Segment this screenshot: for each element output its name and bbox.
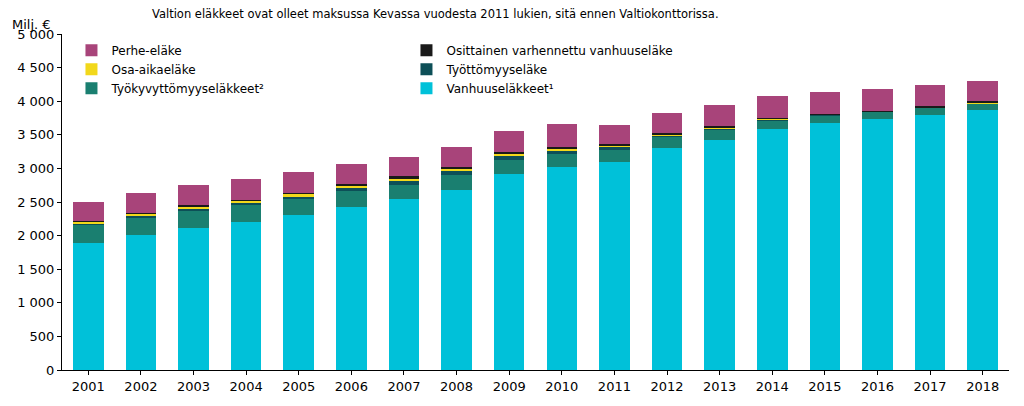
svg-text:3 000: 3 000 bbox=[17, 161, 54, 176]
svg-text:2017: 2017 bbox=[914, 379, 947, 394]
svg-text:2012: 2012 bbox=[650, 379, 683, 394]
svg-text:4 000: 4 000 bbox=[17, 94, 54, 109]
svg-text:2008: 2008 bbox=[440, 379, 473, 394]
svg-text:2011: 2011 bbox=[598, 379, 631, 394]
svg-text:2005: 2005 bbox=[282, 379, 315, 394]
svg-text:2010: 2010 bbox=[545, 379, 578, 394]
svg-text:0: 0 bbox=[46, 363, 54, 378]
svg-text:2006: 2006 bbox=[335, 379, 368, 394]
svg-text:2003: 2003 bbox=[177, 379, 210, 394]
svg-text:2014: 2014 bbox=[756, 379, 789, 394]
svg-text:2009: 2009 bbox=[493, 379, 526, 394]
svg-text:1 000: 1 000 bbox=[17, 295, 54, 310]
svg-text:3 500: 3 500 bbox=[17, 127, 54, 142]
svg-text:Perhe-eläke: Perhe-eläke bbox=[111, 44, 181, 58]
svg-text:2016: 2016 bbox=[861, 379, 894, 394]
svg-text:2 500: 2 500 bbox=[17, 195, 54, 210]
svg-text:Valtion eläkkeet ovat olleet m: Valtion eläkkeet ovat olleet maksussa Ke… bbox=[152, 7, 719, 21]
svg-text:Milj. €: Milj. € bbox=[12, 17, 51, 32]
svg-text:5 000: 5 000 bbox=[17, 27, 54, 42]
svg-text:2 000: 2 000 bbox=[17, 228, 54, 243]
svg-text:Osa-aikaeläke: Osa-aikaeläke bbox=[111, 63, 195, 77]
svg-text:1 500: 1 500 bbox=[17, 262, 54, 277]
svg-text:2015: 2015 bbox=[808, 379, 841, 394]
svg-text:Työttömyyseläke: Työttömyyseläke bbox=[445, 63, 547, 77]
svg-text:2001: 2001 bbox=[72, 379, 105, 394]
svg-text:2004: 2004 bbox=[230, 379, 263, 394]
svg-text:2007: 2007 bbox=[387, 379, 420, 394]
svg-text:4 500: 4 500 bbox=[17, 60, 54, 75]
svg-text:Työkyvyttömyyseläkkeet²: Työkyvyttömyyseläkkeet² bbox=[110, 82, 264, 96]
svg-text:2002: 2002 bbox=[124, 379, 157, 394]
svg-text:500: 500 bbox=[30, 329, 55, 344]
svg-text:Vanhuuseläkkeet¹: Vanhuuseläkkeet¹ bbox=[446, 82, 553, 96]
svg-text:2013: 2013 bbox=[703, 379, 736, 394]
svg-text:Osittainen varhennettu vanhuus: Osittainen varhennettu vanhuuseläke bbox=[446, 44, 672, 58]
svg-text:2018: 2018 bbox=[966, 379, 999, 394]
